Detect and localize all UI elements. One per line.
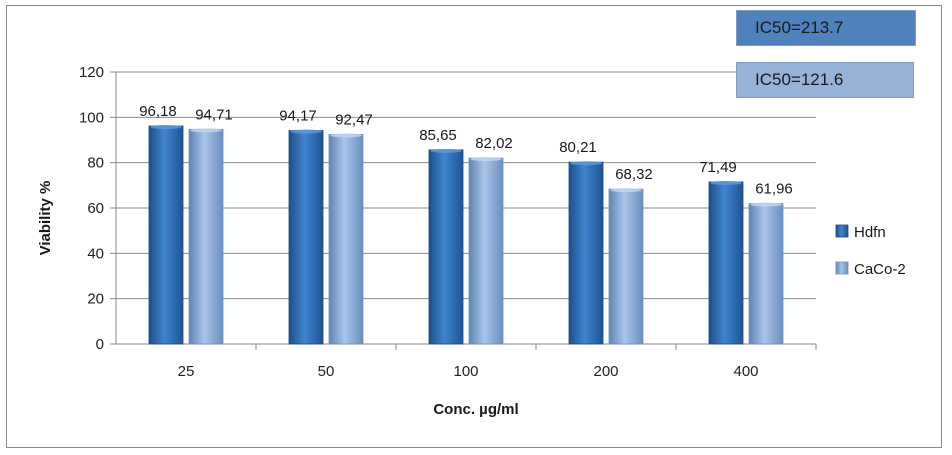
y-tick-label: 80 — [87, 155, 104, 172]
x-tick-label: 200 — [593, 363, 618, 380]
bar-hdfn — [708, 181, 744, 345]
bar-hdfn — [288, 130, 324, 345]
y-tick-label: 120 — [79, 64, 104, 81]
x-tick-label: 25 — [178, 363, 195, 380]
bar-top-highlight — [470, 157, 502, 162]
data-label: 80,21 — [559, 139, 597, 156]
y-tick-label: 100 — [79, 109, 104, 126]
x-axis-title: Conc. µg/ml — [433, 401, 518, 418]
legend-swatch-caco-2 — [835, 261, 849, 275]
data-label: 92,47 — [335, 111, 373, 128]
bar-caco-2 — [748, 203, 784, 345]
bar-top-highlight — [750, 202, 782, 207]
bar-top-highlight — [290, 129, 322, 134]
data-label: 94,71 — [195, 106, 233, 123]
legend-label: Hdfn — [854, 224, 886, 241]
data-label: 61,96 — [755, 181, 793, 198]
data-label: 68,32 — [615, 166, 653, 183]
bar-top-highlight — [710, 180, 742, 185]
bar-hdfn — [428, 149, 464, 345]
data-label: 96,18 — [139, 103, 177, 120]
legend-swatch-hdfn — [835, 224, 849, 238]
data-label: 82,02 — [475, 135, 513, 152]
data-label: 85,65 — [419, 127, 457, 144]
bar-caco-2 — [468, 157, 504, 345]
y-tick-label: 60 — [87, 200, 104, 217]
x-tick-label: 400 — [733, 363, 758, 380]
y-tick-label: 0 — [96, 336, 104, 353]
data-label: 71,49 — [699, 159, 737, 176]
bar-hdfn — [568, 161, 604, 345]
x-tick-label: 100 — [453, 363, 478, 380]
ic50-hdfn-box: IC50=213.7 — [736, 10, 916, 46]
ic50-caco2-box: IC50=121.6 — [736, 62, 914, 98]
legend-label: CaCo-2 — [854, 261, 906, 278]
y-tick-label: 20 — [87, 291, 104, 308]
bar-top-highlight — [190, 128, 222, 133]
bar-caco-2 — [328, 134, 364, 345]
bar-caco-2 — [188, 128, 224, 345]
bar-top-highlight — [330, 133, 362, 138]
bar-top-highlight — [610, 188, 642, 193]
bar-hdfn — [148, 125, 184, 345]
bar-caco-2 — [608, 188, 644, 345]
data-label: 94,17 — [279, 108, 317, 125]
bar-top-highlight — [150, 124, 182, 129]
bar-top-highlight — [570, 161, 602, 166]
bar-top-highlight — [430, 148, 462, 153]
y-axis-title: Viability % — [37, 181, 54, 256]
x-tick-label: 50 — [318, 363, 335, 380]
y-tick-label: 40 — [87, 245, 104, 262]
